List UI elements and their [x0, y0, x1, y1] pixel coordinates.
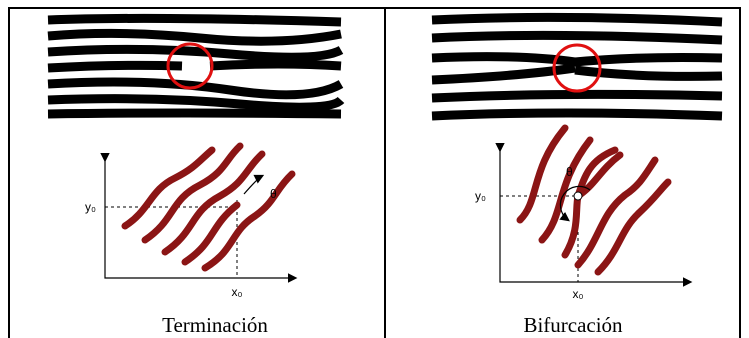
figure: y₀ x₀ θ Terminación y₀ x₀ θ Bifurcación: [0, 0, 749, 338]
y-label: y₀: [85, 200, 96, 214]
minutia-diagram-left: y₀ x₀ θ Terminación: [85, 146, 295, 337]
ridge-image-right: [432, 14, 722, 120]
caption: Terminación: [162, 313, 268, 337]
angle-label: θ: [270, 187, 277, 201]
caption: Bifurcación: [523, 313, 623, 337]
ridge-image-left: [48, 14, 341, 117]
angle-label: θ: [566, 165, 573, 179]
x-label: x₀: [232, 285, 243, 299]
x-label: x₀: [573, 287, 584, 301]
minutia-diagram-right: y₀ x₀ θ Bifurcación: [475, 128, 690, 337]
y-label: y₀: [475, 189, 486, 203]
